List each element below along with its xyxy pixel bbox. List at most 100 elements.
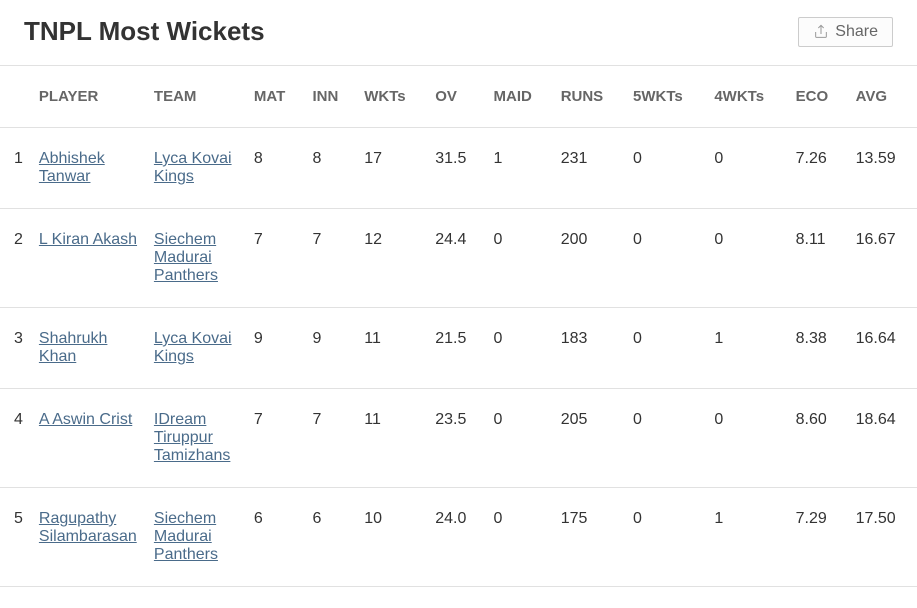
cell-mat: 9 <box>246 308 305 389</box>
col-4wkts: 4WKTs <box>706 66 787 128</box>
cell-ov: 24.0 <box>427 488 485 587</box>
col-maid: MAID <box>486 66 553 128</box>
cell-wkts: 11 <box>356 389 427 488</box>
cell-team: Siechem Madurai Panthers <box>146 488 246 587</box>
cell-w4: 1 <box>706 308 787 389</box>
cell-player: A Aswin Crist <box>31 389 146 488</box>
col-5wkts: 5WKTs <box>625 66 706 128</box>
cell-maid: 0 <box>486 308 553 389</box>
cell-wkts: 17 <box>356 128 427 209</box>
cell-w5: 0 <box>625 389 706 488</box>
cell-team: Lyca Kovai Kings <box>146 308 246 389</box>
cell-ov: 24.4 <box>427 209 485 308</box>
cell-inn: 8 <box>305 128 357 209</box>
cell-w4: 0 <box>706 128 787 209</box>
cell-inn: 9 <box>305 308 357 389</box>
table-body: 1Abhishek TanwarLyca Kovai Kings881731.5… <box>0 128 917 587</box>
cell-runs: 231 <box>553 128 625 209</box>
col-eco: ECO <box>788 66 848 128</box>
cell-team: Lyca Kovai Kings <box>146 128 246 209</box>
cell-eco: 8.11 <box>788 209 848 308</box>
player-link[interactable]: L Kiran Akash <box>39 231 137 249</box>
cell-runs: 183 <box>553 308 625 389</box>
col-rank <box>0 66 31 128</box>
cell-ov: 21.5 <box>427 308 485 389</box>
table-header-row: PLAYER TEAM MAT INN WKTs OV MAID RUNS 5W… <box>0 66 917 128</box>
wickets-table-wrapper: PLAYER TEAM MAT INN WKTs OV MAID RUNS 5W… <box>0 66 917 587</box>
col-inn: INN <box>305 66 357 128</box>
table-row: 4A Aswin CristIDream Tiruppur Tamizhans7… <box>0 389 917 488</box>
col-team: TEAM <box>146 66 246 128</box>
cell-player: Ragupathy Silambarasan <box>31 488 146 587</box>
team-link[interactable]: IDream Tiruppur Tamizhans <box>154 411 238 465</box>
cell-runs: 205 <box>553 389 625 488</box>
player-link[interactable]: Shahrukh Khan <box>39 330 138 366</box>
cell-rank: 5 <box>0 488 31 587</box>
cell-runs: 175 <box>553 488 625 587</box>
cell-avg: 17.50 <box>848 488 917 587</box>
cell-mat: 7 <box>246 389 305 488</box>
col-wkts: WKTs <box>356 66 427 128</box>
table-row: 2L Kiran AkashSiechem Madurai Panthers77… <box>0 209 917 308</box>
cell-maid: 0 <box>486 209 553 308</box>
cell-maid: 1 <box>486 128 553 209</box>
cell-inn: 6 <box>305 488 357 587</box>
cell-wkts: 11 <box>356 308 427 389</box>
cell-rank: 3 <box>0 308 31 389</box>
cell-w4: 0 <box>706 389 787 488</box>
share-button[interactable]: Share <box>798 17 893 47</box>
cell-inn: 7 <box>305 389 357 488</box>
cell-w5: 0 <box>625 128 706 209</box>
col-runs: RUNS <box>553 66 625 128</box>
cell-avg: 13.59 <box>848 128 917 209</box>
player-link[interactable]: A Aswin Crist <box>39 411 132 429</box>
cell-eco: 8.60 <box>788 389 848 488</box>
cell-rank: 2 <box>0 209 31 308</box>
cell-maid: 0 <box>486 488 553 587</box>
cell-w5: 0 <box>625 308 706 389</box>
col-ov: OV <box>427 66 485 128</box>
share-icon <box>813 24 829 40</box>
col-avg: AVG <box>848 66 917 128</box>
cell-rank: 4 <box>0 389 31 488</box>
cell-mat: 8 <box>246 128 305 209</box>
cell-rank: 1 <box>0 128 31 209</box>
page-container: TNPL Most Wickets Share PLAYER TEAM MAT … <box>0 0 917 587</box>
table-row: 1Abhishek TanwarLyca Kovai Kings881731.5… <box>0 128 917 209</box>
cell-player: L Kiran Akash <box>31 209 146 308</box>
cell-player: Abhishek Tanwar <box>31 128 146 209</box>
team-link[interactable]: Lyca Kovai Kings <box>154 330 238 366</box>
cell-wkts: 12 <box>356 209 427 308</box>
share-label: Share <box>835 23 878 41</box>
cell-avg: 16.64 <box>848 308 917 389</box>
cell-mat: 7 <box>246 209 305 308</box>
cell-w5: 0 <box>625 488 706 587</box>
cell-eco: 8.38 <box>788 308 848 389</box>
col-player: PLAYER <box>31 66 146 128</box>
cell-avg: 16.67 <box>848 209 917 308</box>
cell-eco: 7.29 <box>788 488 848 587</box>
team-link[interactable]: Lyca Kovai Kings <box>154 150 238 186</box>
cell-team: Siechem Madurai Panthers <box>146 209 246 308</box>
cell-wkts: 10 <box>356 488 427 587</box>
cell-w4: 1 <box>706 488 787 587</box>
cell-ov: 31.5 <box>427 128 485 209</box>
col-mat: MAT <box>246 66 305 128</box>
cell-w5: 0 <box>625 209 706 308</box>
wickets-table: PLAYER TEAM MAT INN WKTs OV MAID RUNS 5W… <box>0 66 917 587</box>
cell-w4: 0 <box>706 209 787 308</box>
cell-runs: 200 <box>553 209 625 308</box>
cell-player: Shahrukh Khan <box>31 308 146 389</box>
page-header: TNPL Most Wickets Share <box>0 0 917 66</box>
cell-ov: 23.5 <box>427 389 485 488</box>
cell-avg: 18.64 <box>848 389 917 488</box>
cell-team: IDream Tiruppur Tamizhans <box>146 389 246 488</box>
team-link[interactable]: Siechem Madurai Panthers <box>154 231 238 285</box>
cell-mat: 6 <box>246 488 305 587</box>
player-link[interactable]: Ragupathy Silambarasan <box>39 510 138 546</box>
team-link[interactable]: Siechem Madurai Panthers <box>154 510 238 564</box>
player-link[interactable]: Abhishek Tanwar <box>39 150 138 186</box>
table-row: 5Ragupathy Silambarasan Siechem Madurai P… <box>0 488 917 587</box>
table-row: 3Shahrukh KhanLyca Kovai Kings991121.501… <box>0 308 917 389</box>
cell-inn: 7 <box>305 209 357 308</box>
